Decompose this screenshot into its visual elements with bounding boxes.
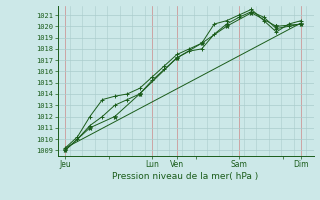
X-axis label: Pression niveau de la mer( hPa ): Pression niveau de la mer( hPa ) — [112, 172, 259, 181]
